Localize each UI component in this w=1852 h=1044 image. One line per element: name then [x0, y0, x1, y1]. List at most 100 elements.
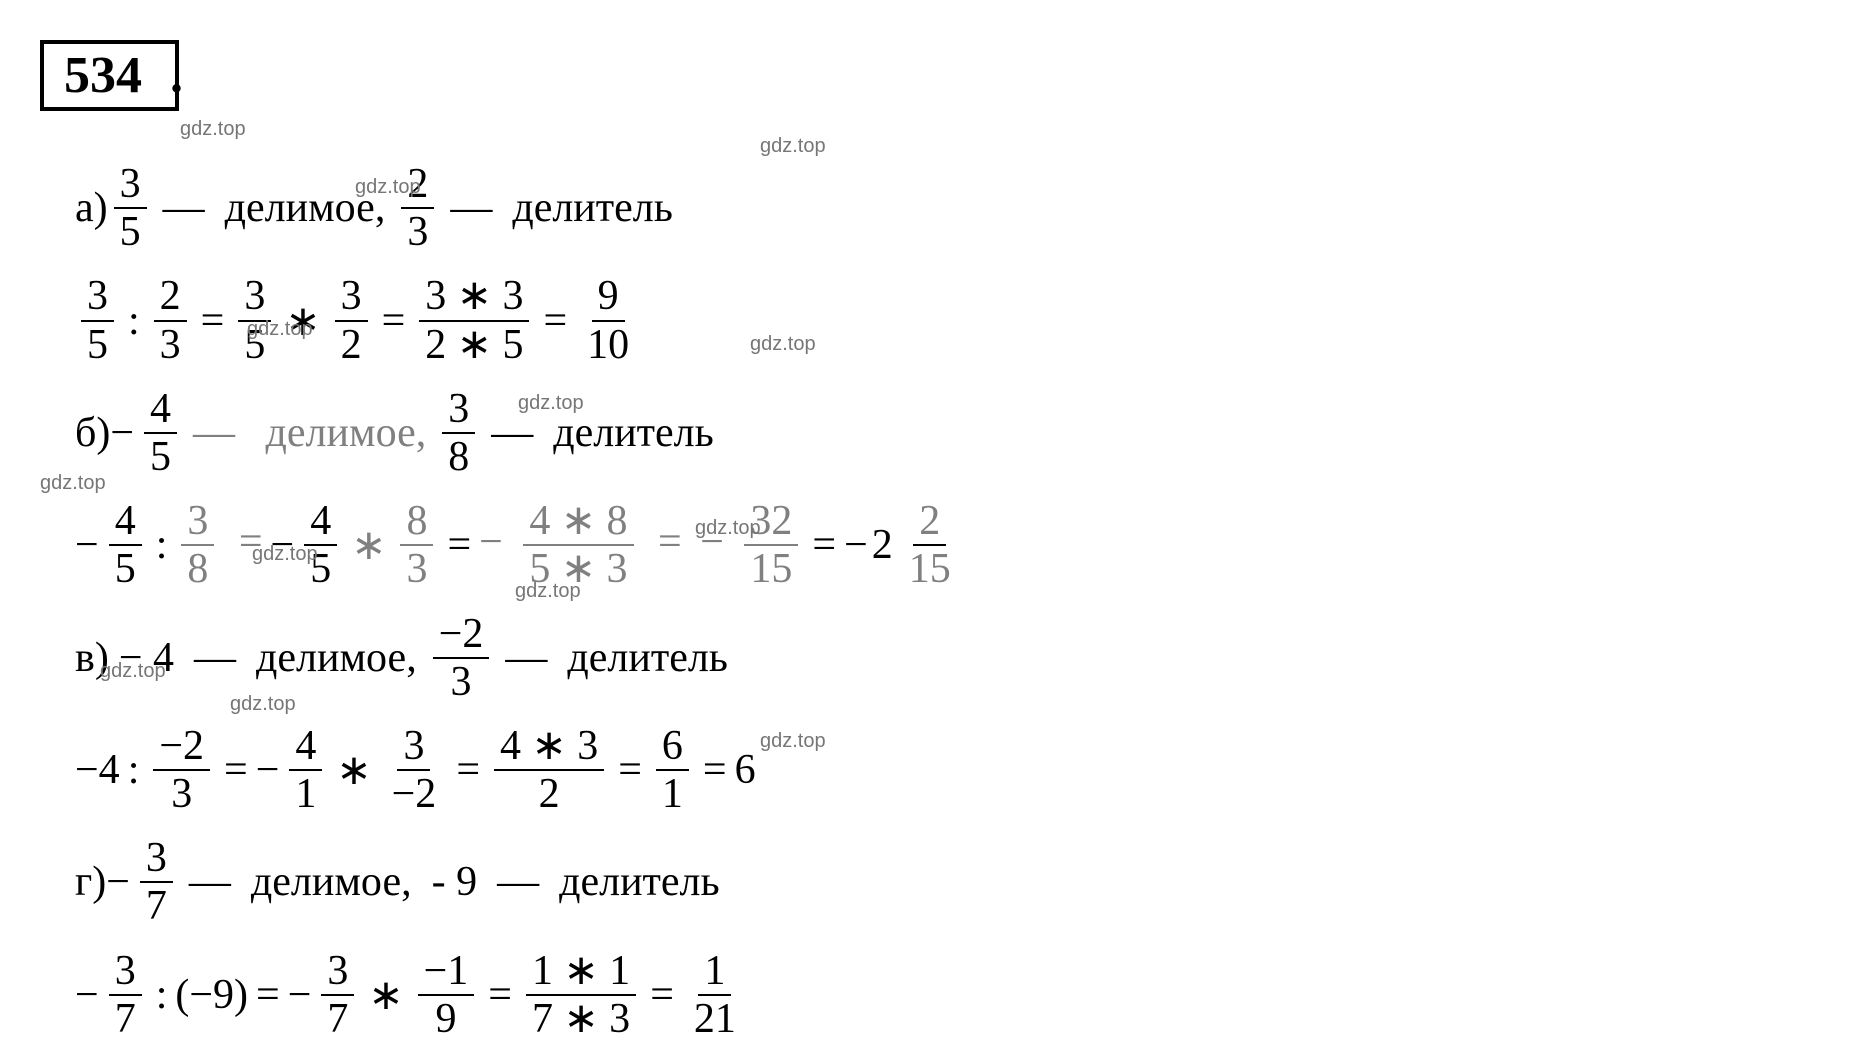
- neg4: −4: [75, 746, 120, 794]
- equals: =: [488, 971, 512, 1019]
- equals: =: [658, 519, 682, 565]
- frac: 3 −2: [386, 723, 443, 817]
- frac: 1 21: [688, 948, 742, 1042]
- minus: −: [844, 521, 868, 569]
- times: ∗: [351, 520, 386, 570]
- frac: 32 15: [744, 498, 798, 592]
- minus: −: [106, 858, 130, 906]
- watermark: gdz.top: [252, 543, 318, 566]
- watermark: gdz.top: [180, 118, 246, 141]
- frac-b1: 4 5: [144, 386, 177, 480]
- item-a-statement: а) 3 5 — делимое, 2 3 — делитель: [75, 161, 1812, 255]
- frac: 4 5: [109, 498, 142, 592]
- divisor-text: делитель: [559, 858, 720, 906]
- minus: −: [75, 521, 99, 569]
- grey-dividend: — делимое,: [183, 409, 436, 457]
- minus: −: [288, 971, 312, 1019]
- item-b-statement: б) − 4 5 — делимое, 3 8 — делитель: [75, 386, 1812, 480]
- dash: —: [450, 184, 492, 232]
- minus: −: [256, 746, 280, 794]
- frac: 4 ∗ 3 2: [494, 723, 604, 817]
- equals: =: [703, 746, 727, 794]
- times: ∗: [368, 970, 403, 1020]
- dash: —: [163, 184, 205, 232]
- frac: 3 8: [181, 498, 214, 592]
- watermark: gdz.top: [518, 392, 584, 415]
- minus: −: [110, 409, 134, 457]
- colon: :: [156, 971, 168, 1019]
- divisor-text: делитель: [553, 409, 714, 457]
- item-a-calc: 3 5 : 2 3 = 3 5 ∗ 3 2 = 3 ∗ 3 2 ∗ 5 = 9 …: [75, 273, 1812, 367]
- frac: 9 10: [581, 273, 635, 367]
- watermark: gdz.top: [760, 135, 826, 158]
- divisor-text: делитель: [512, 184, 673, 232]
- grey-frac: 8 3: [394, 498, 439, 592]
- equals: =: [224, 746, 248, 794]
- item-d-statement: г) − 3 7 — делимое, - 9 — делитель: [75, 835, 1812, 929]
- frac: 1 ∗ 1 7 ∗ 3: [526, 948, 636, 1042]
- label-a: а): [75, 184, 108, 232]
- equals: =: [256, 971, 280, 1019]
- frac: 3 ∗ 3 2 ∗ 5: [419, 273, 529, 367]
- frac: 4 1: [289, 723, 322, 817]
- watermark: gdz.top: [515, 580, 581, 603]
- dividend-text: делимое,: [266, 410, 427, 456]
- watermark: gdz.top: [230, 693, 296, 716]
- colon: :: [156, 521, 168, 569]
- item-c-statement: в) − 4 — делимое, −2 3 — делитель: [75, 611, 1812, 705]
- equals: =: [812, 521, 836, 569]
- item-b-calc: − 4 5 : 3 8 = − 4 5 ∗ 8 3 = −: [75, 498, 1812, 592]
- colon: :: [128, 297, 140, 345]
- solution-content: а) 3 5 — делимое, 2 3 — делитель 3 5 : 2…: [40, 161, 1812, 1042]
- watermark: gdz.top: [695, 517, 761, 540]
- frac: 3 7: [109, 948, 142, 1042]
- problem-number: 534: [40, 40, 179, 111]
- dividend-text: делимое,: [251, 858, 412, 906]
- equals: =: [456, 746, 480, 794]
- label-d: г): [75, 858, 106, 906]
- frac: 3 2: [335, 273, 368, 367]
- frac: 3 5: [81, 273, 114, 367]
- watermark: gdz.top: [40, 472, 106, 495]
- frac: 2 15: [903, 498, 957, 592]
- frac: 4 ∗ 8 5 ∗ 3: [523, 498, 633, 592]
- item-d-calc: − 3 7 : (−9) = − 3 7 ∗ −1 9 = 1 ∗ 1 7 ∗ …: [75, 948, 1812, 1042]
- equals: =: [650, 971, 674, 1019]
- divisor-text: делитель: [567, 634, 728, 682]
- watermark: gdz.top: [100, 660, 166, 683]
- dash: —: [491, 409, 533, 457]
- grey-segment: − 4 ∗ 8 5 ∗ 3 = − 32 15: [479, 498, 804, 592]
- dividend-text: делимое,: [256, 634, 417, 682]
- frac-a1: 3 5: [114, 161, 147, 255]
- frac: −1 9: [418, 948, 475, 1042]
- minus: −: [479, 519, 503, 565]
- frac: 8 3: [400, 498, 433, 592]
- equals: =: [543, 297, 567, 345]
- frac-b2: 3 8: [442, 386, 475, 480]
- minus: −: [75, 971, 99, 1019]
- times: ∗: [336, 745, 371, 795]
- dash: —: [193, 410, 235, 456]
- equals: =: [447, 521, 471, 569]
- term-d2: - 9: [432, 858, 478, 906]
- frac: −2 3: [153, 723, 210, 817]
- frac: 3 7: [321, 948, 354, 1042]
- paren-neg9: (−9): [175, 971, 248, 1019]
- colon: :: [128, 746, 140, 794]
- watermark: gdz.top: [760, 730, 826, 753]
- frac-c2: −2 3: [433, 611, 490, 705]
- equals: =: [618, 746, 642, 794]
- label-b: б): [75, 409, 110, 457]
- equals: =: [201, 297, 225, 345]
- item-c-calc: −4 : −2 3 = − 4 1 ∗ 3 −2 = 4 ∗ 3 2 = 6 1…: [75, 723, 1812, 817]
- frac: 6 1: [656, 723, 689, 817]
- final-6: 6: [735, 746, 756, 794]
- watermark: gdz.top: [355, 176, 421, 199]
- watermark: gdz.top: [247, 318, 313, 341]
- mixed-number: 2 2 15: [872, 498, 963, 592]
- frac: 2 3: [154, 273, 187, 367]
- dash: —: [497, 858, 539, 906]
- equals: =: [382, 297, 406, 345]
- frac-d1: 3 7: [140, 835, 173, 929]
- watermark: gdz.top: [750, 333, 816, 356]
